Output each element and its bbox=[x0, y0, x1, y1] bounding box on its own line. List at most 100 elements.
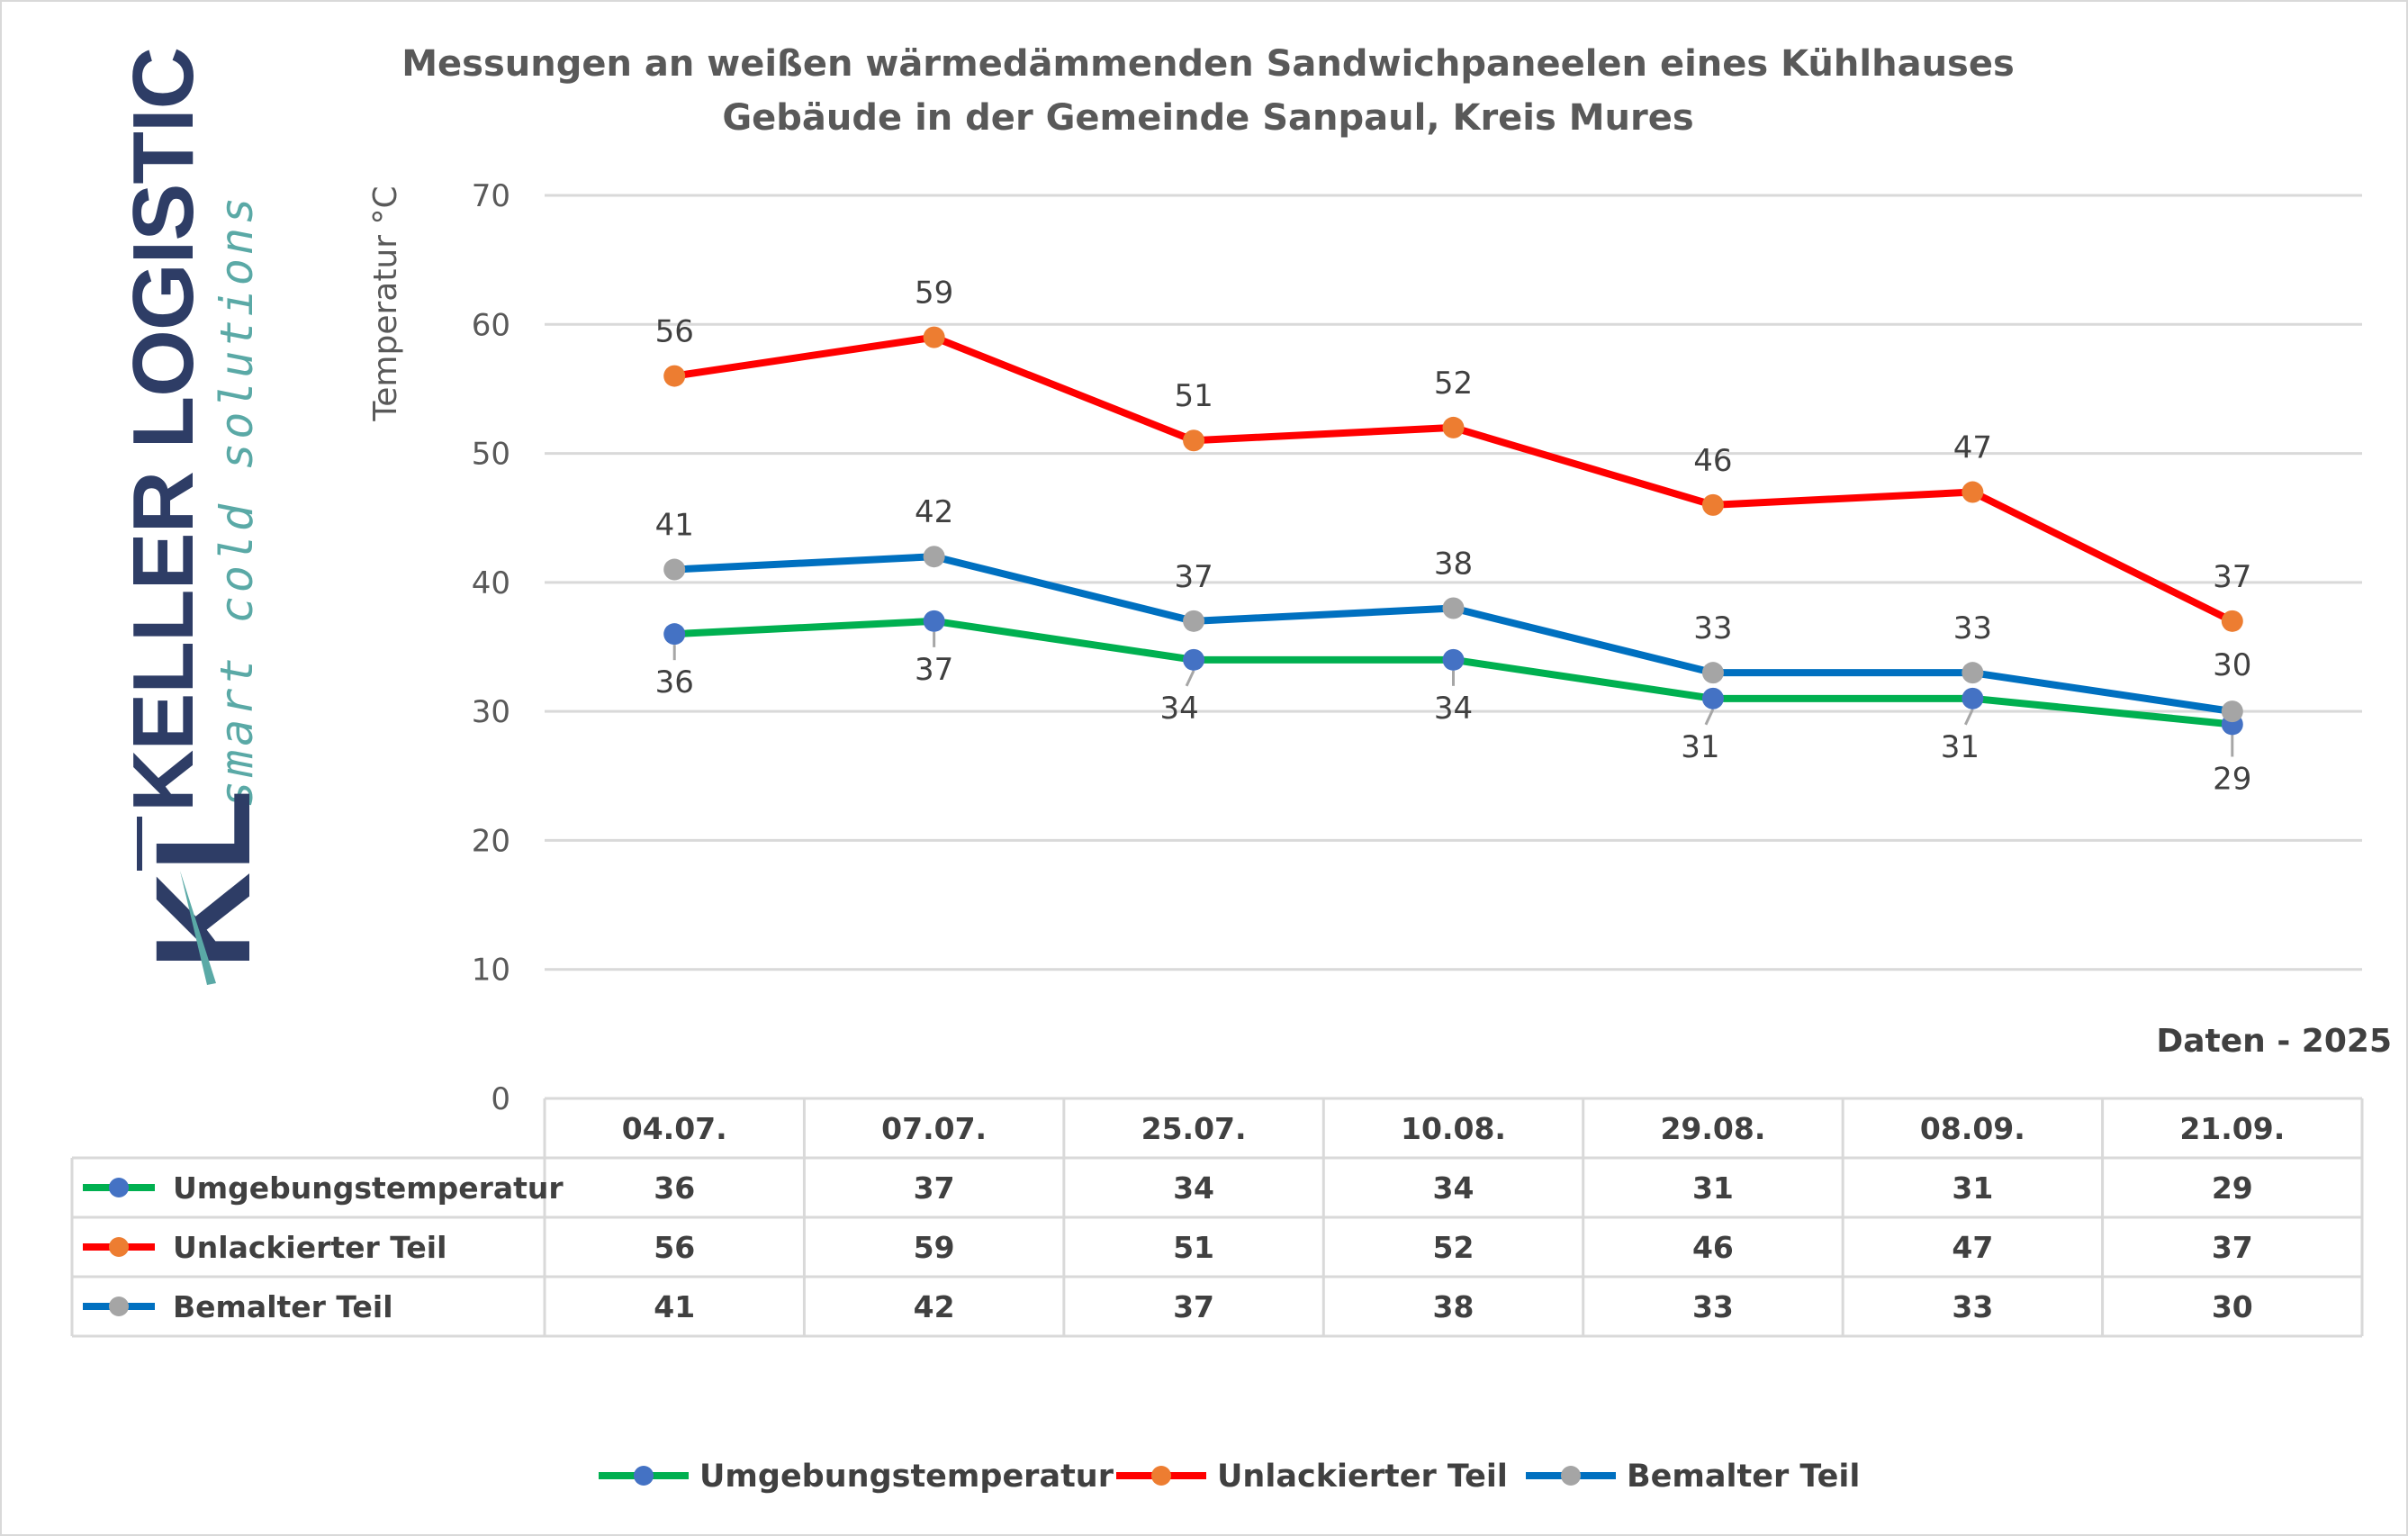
table-cell: 31 bbox=[1952, 1170, 1993, 1206]
y-tick-label: 50 bbox=[472, 437, 510, 473]
table-cell: 37 bbox=[1173, 1289, 1214, 1324]
table-cell: 30 bbox=[2212, 1289, 2253, 1324]
data-point bbox=[1701, 662, 1724, 684]
data-point bbox=[1962, 662, 1984, 684]
data-label: 31 bbox=[1681, 729, 1719, 765]
legend-key-marker bbox=[1561, 1466, 1581, 1486]
leader-line bbox=[1704, 709, 1715, 726]
data-label: 37 bbox=[2213, 559, 2251, 595]
logo-monogram: KL bbox=[127, 790, 278, 970]
y-tick-label: 10 bbox=[472, 953, 510, 989]
data-label: 38 bbox=[1434, 547, 1473, 583]
data-label: 56 bbox=[655, 314, 694, 350]
data-point bbox=[923, 546, 945, 568]
chart-title-line-2: Gebäude in der Gemeinde Sanpaul, Kreis M… bbox=[722, 97, 1693, 139]
table-cell: 37 bbox=[914, 1170, 955, 1206]
leader-line bbox=[1185, 670, 1195, 687]
table-header-cell: 25.07. bbox=[1141, 1111, 1247, 1146]
data-label: 41 bbox=[655, 508, 694, 544]
table-cell: 59 bbox=[914, 1230, 955, 1265]
logo-tagline: smart cold solutions bbox=[211, 194, 263, 808]
table-cell: 56 bbox=[654, 1230, 695, 1265]
data-label: 37 bbox=[1174, 559, 1213, 595]
row-key-marker bbox=[109, 1297, 129, 1316]
data-label: 34 bbox=[1159, 691, 1198, 727]
data-label: 33 bbox=[1953, 610, 1992, 646]
data-label: 30 bbox=[2213, 647, 2251, 683]
label-leader-lines bbox=[672, 631, 2234, 757]
legend: Umgebungstemperatur Unlackierter Teil Bema… bbox=[599, 1459, 1860, 1495]
data-labels: 36 37 34 34 31 31 29 56 59 51 52 46 47 37 41 42 37 38 33 33… bbox=[655, 276, 2252, 798]
legend-label: Umgebungstemperatur bbox=[699, 1459, 1114, 1495]
logo-brand-text: KELLER LOGISTIC bbox=[115, 48, 212, 812]
data-point bbox=[663, 623, 686, 646]
table-header-cell: 21.09. bbox=[2179, 1111, 2285, 1146]
table-cell: 31 bbox=[1692, 1170, 1734, 1206]
table-header-cell: 29.08. bbox=[1660, 1111, 1765, 1146]
data-point bbox=[663, 558, 686, 581]
row-key-marker bbox=[109, 1178, 129, 1197]
y-axis-ticks: 0 10 20 30 40 50 60 70 bbox=[472, 178, 510, 1117]
data-table: 04.07. 07.07. 25.07. 10.08. 29.08. 08.09. 21.0… bbox=[70, 1097, 2364, 1338]
series-markers bbox=[663, 326, 2243, 736]
data-point bbox=[2221, 610, 2243, 632]
table-cell: 37 bbox=[2212, 1230, 2253, 1265]
data-point bbox=[1442, 597, 1465, 619]
table-row-name: Bemalter Teil bbox=[173, 1289, 393, 1324]
data-point bbox=[923, 326, 945, 348]
legend-label: Bemalter Teil bbox=[1627, 1459, 1860, 1495]
data-point bbox=[1442, 648, 1465, 671]
data-label: 42 bbox=[915, 494, 953, 530]
logo-swoosh-icon bbox=[180, 871, 216, 985]
legend-key-marker bbox=[1151, 1466, 1171, 1486]
table-cell: 33 bbox=[1692, 1289, 1734, 1324]
data-point bbox=[1701, 493, 1724, 516]
data-point bbox=[1183, 610, 1205, 632]
data-point bbox=[1962, 481, 1984, 503]
y-tick-label: 20 bbox=[472, 823, 510, 859]
data-label: 59 bbox=[915, 276, 953, 312]
table-cell: 42 bbox=[914, 1289, 955, 1324]
data-point bbox=[1183, 648, 1205, 671]
logo-divider bbox=[137, 817, 142, 871]
data-label: 34 bbox=[1434, 691, 1473, 727]
y-tick-label: 70 bbox=[472, 178, 510, 214]
keller-logistic-logo: KELLER LOGISTIC smart cold solutions KL bbox=[115, 48, 278, 985]
y-axis-label: Temperatur °C bbox=[367, 185, 404, 421]
legend-key-marker bbox=[634, 1466, 654, 1486]
table-cell: 34 bbox=[1433, 1170, 1475, 1206]
table-header-cell: 08.09. bbox=[1920, 1111, 2025, 1146]
data-label: 46 bbox=[1693, 443, 1732, 479]
legend-label: Unlackierter Teil bbox=[1217, 1459, 1508, 1495]
data-point bbox=[2221, 700, 2243, 723]
data-label: 52 bbox=[1434, 366, 1473, 402]
table-cell: 51 bbox=[1173, 1230, 1214, 1265]
data-label: 29 bbox=[2213, 761, 2251, 797]
data-label: 37 bbox=[915, 652, 953, 688]
table-cell: 29 bbox=[2212, 1170, 2253, 1206]
table-header-cell: 10.08. bbox=[1401, 1111, 1506, 1146]
data-point bbox=[1962, 687, 1984, 709]
table-cell: 47 bbox=[1952, 1230, 1993, 1265]
y-tick-label: 60 bbox=[472, 307, 510, 343]
data-point bbox=[1701, 687, 1724, 709]
data-point bbox=[923, 610, 945, 632]
y-tick-label: 40 bbox=[472, 565, 510, 601]
table-row-name: Unlackierter Teil bbox=[173, 1230, 446, 1265]
data-point bbox=[663, 365, 686, 387]
table-cell: 52 bbox=[1433, 1230, 1475, 1265]
gridlines bbox=[545, 194, 2362, 971]
table-header-cell: 04.07. bbox=[622, 1111, 727, 1146]
table-header-cell: 07.07. bbox=[881, 1111, 987, 1146]
y-tick-label: 0 bbox=[491, 1081, 510, 1117]
table-row-name: Umgebungstemperatur bbox=[173, 1170, 564, 1206]
table-cell: 34 bbox=[1173, 1170, 1214, 1206]
chart-title-line-1: Messungen an weißen wärmedämmenden Sandw… bbox=[401, 43, 2015, 85]
row-key-marker bbox=[109, 1237, 129, 1257]
x-axis-title: Daten - 2025 bbox=[2156, 1023, 2392, 1060]
data-label: 47 bbox=[1953, 430, 1992, 466]
table-cell: 41 bbox=[654, 1289, 695, 1324]
table-cell: 38 bbox=[1433, 1289, 1475, 1324]
